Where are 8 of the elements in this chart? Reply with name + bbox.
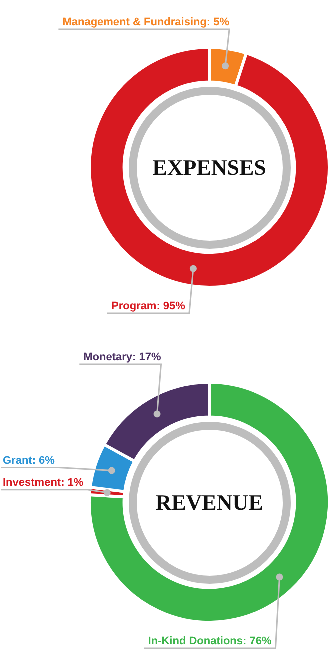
text: EXPENSES <box>152 154 268 180</box>
slice-label: Investment: 1% <box>3 476 84 489</box>
text: REVENUE <box>154 490 264 514</box>
slice-label: Program: 95% <box>111 300 186 312</box>
slice-label: Grant: 6% <box>3 454 56 467</box>
slice-label: In-Kind Donations: 76% <box>148 636 272 648</box>
slice-label: Monetary: 17% <box>84 352 162 364</box>
slice-label: Management & Fundraising: 5% <box>62 16 230 28</box>
